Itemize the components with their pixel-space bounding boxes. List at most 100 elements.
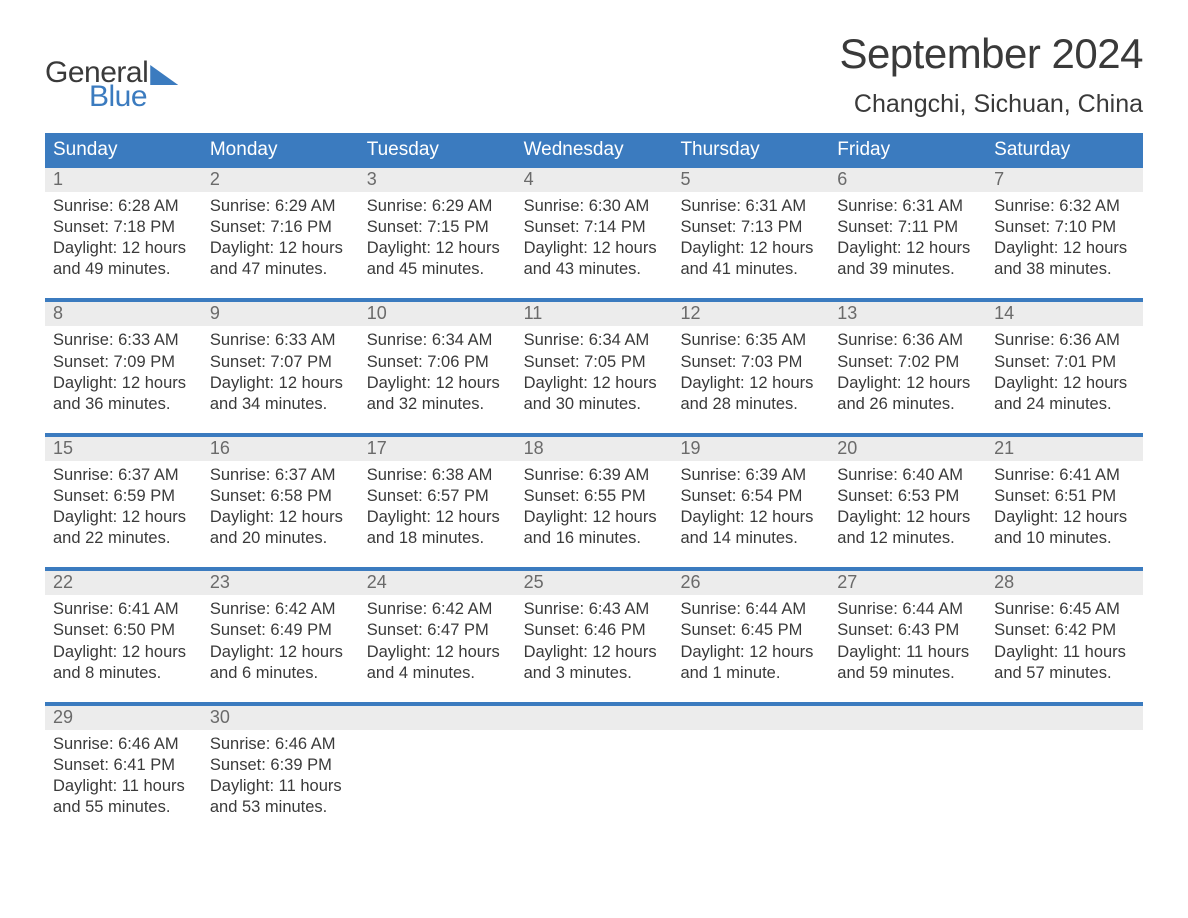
day-number: 3 — [359, 168, 516, 192]
sunrise-line: Sunrise: 6:29 AM — [367, 196, 508, 217]
sunset-line: Sunset: 7:16 PM — [210, 217, 351, 238]
daylight-line: Daylight: 12 hours and 4 minutes. — [367, 642, 508, 684]
day-cell: Sunrise: 6:35 AMSunset: 7:03 PMDaylight:… — [672, 326, 829, 414]
daylight-line: Daylight: 12 hours and 47 minutes. — [210, 238, 351, 280]
day-cell: Sunrise: 6:31 AMSunset: 7:13 PMDaylight:… — [672, 192, 829, 280]
logo: General Blue — [45, 30, 178, 112]
sunrise-line: Sunrise: 6:39 AM — [524, 465, 665, 486]
week-block: 22232425262728Sunrise: 6:41 AMSunset: 6:… — [45, 567, 1143, 701]
day-number: 27 — [829, 571, 986, 595]
day-number: 19 — [672, 437, 829, 461]
daylight-line: Daylight: 12 hours and 3 minutes. — [524, 642, 665, 684]
sunset-line: Sunset: 7:09 PM — [53, 352, 194, 373]
day-cell — [829, 730, 986, 818]
sunset-line: Sunset: 6:59 PM — [53, 486, 194, 507]
sunset-line: Sunset: 7:10 PM — [994, 217, 1135, 238]
day-number: 30 — [202, 706, 359, 730]
day-number: 8 — [45, 302, 202, 326]
daynum-row: 2930 — [45, 706, 1143, 730]
day-cell: Sunrise: 6:29 AMSunset: 7:15 PMDaylight:… — [359, 192, 516, 280]
sunset-line: Sunset: 6:49 PM — [210, 620, 351, 641]
week-block: 891011121314Sunrise: 6:33 AMSunset: 7:09… — [45, 298, 1143, 432]
sunset-line: Sunset: 7:01 PM — [994, 352, 1135, 373]
sunset-line: Sunset: 6:41 PM — [53, 755, 194, 776]
daylight-line: Daylight: 12 hours and 16 minutes. — [524, 507, 665, 549]
sunset-line: Sunset: 6:54 PM — [680, 486, 821, 507]
day-number: 28 — [986, 571, 1143, 595]
sunset-line: Sunset: 6:50 PM — [53, 620, 194, 641]
week-block: 2930Sunrise: 6:46 AMSunset: 6:41 PMDayli… — [45, 702, 1143, 836]
sunset-line: Sunset: 6:46 PM — [524, 620, 665, 641]
sunrise-line: Sunrise: 6:31 AM — [680, 196, 821, 217]
sunrise-line: Sunrise: 6:28 AM — [53, 196, 194, 217]
daylight-line: Daylight: 12 hours and 18 minutes. — [367, 507, 508, 549]
day-number — [829, 706, 986, 730]
day-number: 14 — [986, 302, 1143, 326]
sunrise-line: Sunrise: 6:29 AM — [210, 196, 351, 217]
day-cell — [359, 730, 516, 818]
daylight-line: Daylight: 12 hours and 26 minutes. — [837, 373, 978, 415]
sunset-line: Sunset: 6:47 PM — [367, 620, 508, 641]
sunrise-line: Sunrise: 6:46 AM — [210, 734, 351, 755]
sunrise-line: Sunrise: 6:42 AM — [210, 599, 351, 620]
sunrise-line: Sunrise: 6:32 AM — [994, 196, 1135, 217]
sunset-line: Sunset: 6:55 PM — [524, 486, 665, 507]
sunset-line: Sunset: 6:45 PM — [680, 620, 821, 641]
sunrise-line: Sunrise: 6:45 AM — [994, 599, 1135, 620]
daylight-line: Daylight: 12 hours and 41 minutes. — [680, 238, 821, 280]
day-cell: Sunrise: 6:37 AMSunset: 6:58 PMDaylight:… — [202, 461, 359, 549]
sunrise-line: Sunrise: 6:33 AM — [53, 330, 194, 351]
day-number: 18 — [516, 437, 673, 461]
day-header: Tuesday — [359, 133, 516, 168]
day-cell: Sunrise: 6:33 AMSunset: 7:07 PMDaylight:… — [202, 326, 359, 414]
day-header: Wednesday — [516, 133, 673, 168]
sunrise-line: Sunrise: 6:33 AM — [210, 330, 351, 351]
day-cell: Sunrise: 6:41 AMSunset: 6:50 PMDaylight:… — [45, 595, 202, 683]
day-number: 15 — [45, 437, 202, 461]
day-header: Sunday — [45, 133, 202, 168]
sunset-line: Sunset: 6:43 PM — [837, 620, 978, 641]
sunrise-line: Sunrise: 6:41 AM — [53, 599, 194, 620]
daynum-row: 15161718192021 — [45, 437, 1143, 461]
daylight-line: Daylight: 12 hours and 28 minutes. — [680, 373, 821, 415]
day-number: 26 — [672, 571, 829, 595]
day-cell: Sunrise: 6:39 AMSunset: 6:54 PMDaylight:… — [672, 461, 829, 549]
day-cell: Sunrise: 6:31 AMSunset: 7:11 PMDaylight:… — [829, 192, 986, 280]
daylight-line: Daylight: 12 hours and 49 minutes. — [53, 238, 194, 280]
daylight-line: Daylight: 11 hours and 53 minutes. — [210, 776, 351, 818]
sunrise-line: Sunrise: 6:35 AM — [680, 330, 821, 351]
sunrise-line: Sunrise: 6:42 AM — [367, 599, 508, 620]
daylight-line: Daylight: 12 hours and 32 minutes. — [367, 373, 508, 415]
day-cell: Sunrise: 6:39 AMSunset: 6:55 PMDaylight:… — [516, 461, 673, 549]
sunrise-line: Sunrise: 6:46 AM — [53, 734, 194, 755]
day-number: 16 — [202, 437, 359, 461]
day-cell: Sunrise: 6:44 AMSunset: 6:45 PMDaylight:… — [672, 595, 829, 683]
day-cell: Sunrise: 6:42 AMSunset: 6:47 PMDaylight:… — [359, 595, 516, 683]
content-row: Sunrise: 6:46 AMSunset: 6:41 PMDaylight:… — [45, 730, 1143, 836]
sunset-line: Sunset: 7:03 PM — [680, 352, 821, 373]
day-cell: Sunrise: 6:45 AMSunset: 6:42 PMDaylight:… — [986, 595, 1143, 683]
day-number: 7 — [986, 168, 1143, 192]
sunset-line: Sunset: 6:51 PM — [994, 486, 1135, 507]
day-number: 2 — [202, 168, 359, 192]
sunrise-line: Sunrise: 6:34 AM — [367, 330, 508, 351]
day-cell: Sunrise: 6:33 AMSunset: 7:09 PMDaylight:… — [45, 326, 202, 414]
sunset-line: Sunset: 6:39 PM — [210, 755, 351, 776]
daylight-line: Daylight: 12 hours and 36 minutes. — [53, 373, 194, 415]
sunset-line: Sunset: 7:13 PM — [680, 217, 821, 238]
daylight-line: Daylight: 12 hours and 38 minutes. — [994, 238, 1135, 280]
sunset-line: Sunset: 6:57 PM — [367, 486, 508, 507]
day-cell: Sunrise: 6:36 AMSunset: 7:01 PMDaylight:… — [986, 326, 1143, 414]
week-block: 1234567Sunrise: 6:28 AMSunset: 7:18 PMDa… — [45, 168, 1143, 298]
day-header: Saturday — [986, 133, 1143, 168]
logo-blue-text: Blue — [89, 82, 178, 112]
day-number: 20 — [829, 437, 986, 461]
day-number: 4 — [516, 168, 673, 192]
day-number — [986, 706, 1143, 730]
daylight-line: Daylight: 12 hours and 22 minutes. — [53, 507, 194, 549]
daylight-line: Daylight: 12 hours and 12 minutes. — [837, 507, 978, 549]
day-number: 29 — [45, 706, 202, 730]
day-number: 10 — [359, 302, 516, 326]
day-number: 17 — [359, 437, 516, 461]
day-number: 22 — [45, 571, 202, 595]
